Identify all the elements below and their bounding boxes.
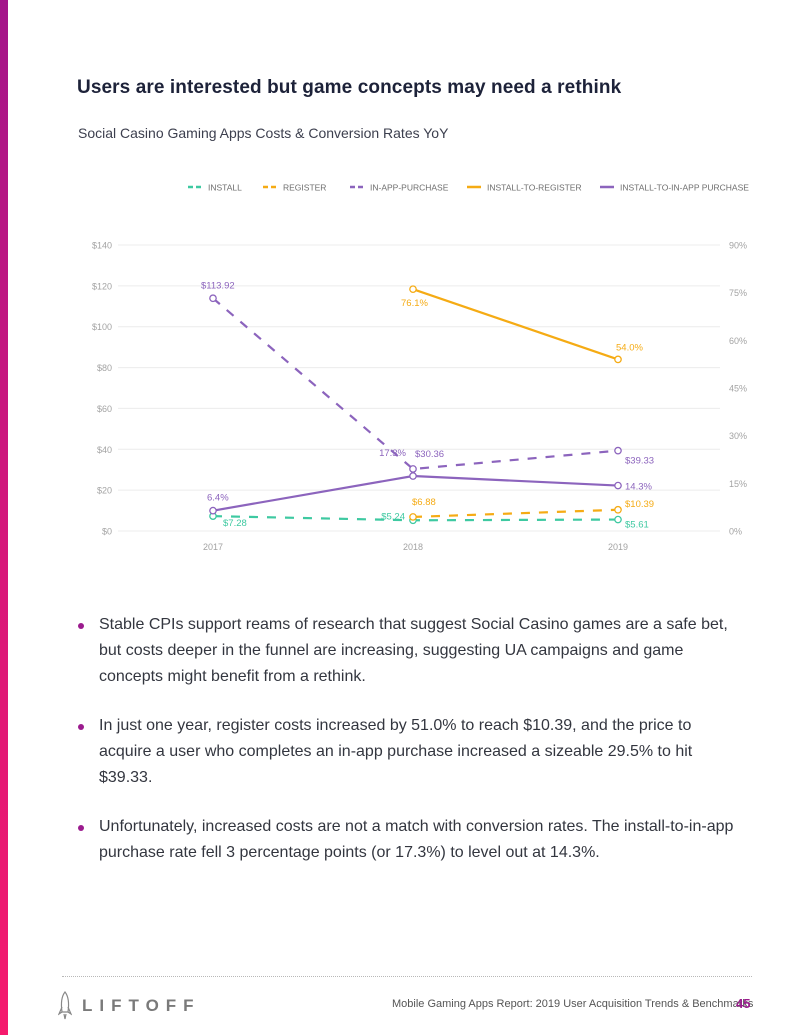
footer-divider bbox=[62, 976, 752, 977]
data-point-install-to-in-app-purchase bbox=[409, 472, 417, 480]
legend-label-register: REGISTER bbox=[283, 183, 326, 193]
data-label-install-to-in-app-purchase: 14.3% bbox=[625, 482, 652, 493]
data-point-install-to-register bbox=[409, 285, 417, 294]
data-label-install-to-in-app-purchase: 17.3% bbox=[379, 448, 406, 459]
bullet-item: In just one year, register costs increas… bbox=[78, 713, 738, 791]
side-accent-bar bbox=[0, 0, 8, 1035]
y-left-tick-label: $100 bbox=[92, 322, 112, 332]
y-left-tick-label: $40 bbox=[97, 445, 112, 455]
y-left-tick-label: $120 bbox=[92, 281, 112, 291]
data-point-in-app-purchase bbox=[614, 446, 622, 455]
y-right-tick-label: 60% bbox=[729, 336, 747, 346]
y-right-tick-label: 15% bbox=[729, 479, 747, 489]
data-label-install-to-register: 54.0% bbox=[616, 342, 643, 353]
series-line-install-to-register bbox=[412, 288, 619, 361]
footer-caption: Mobile Gaming Apps Report: 2019 User Acq… bbox=[392, 998, 754, 1010]
bullet-dot-icon bbox=[78, 825, 84, 831]
data-point-register bbox=[614, 505, 622, 514]
bullet-list: Stable CPIs support reams of research th… bbox=[78, 612, 738, 889]
series-line-in-app-purchase bbox=[212, 297, 619, 471]
bullet-dot-icon bbox=[78, 724, 84, 730]
bullet-text: Unfortunately, increased costs are not a… bbox=[99, 818, 734, 861]
y-left-tick-label: $0 bbox=[102, 527, 112, 537]
y-left-tick-label: $140 bbox=[92, 241, 112, 251]
data-point-install-to-in-app-purchase bbox=[614, 481, 622, 490]
chart-subtitle: Social Casino Gaming Apps Costs & Conver… bbox=[78, 125, 449, 141]
data-label-install-to-in-app-purchase: 6.4% bbox=[207, 493, 229, 504]
bullet-item: Unfortunately, increased costs are not a… bbox=[78, 814, 738, 866]
x-tick-label: 2018 bbox=[403, 542, 423, 552]
x-tick-label: 2017 bbox=[203, 542, 223, 552]
bullet-text: Stable CPIs support reams of research th… bbox=[99, 616, 728, 685]
data-point-install-to-register bbox=[614, 355, 622, 364]
legend-label-install-to-register: INSTALL-TO-REGISTER bbox=[487, 183, 582, 193]
legend-label-in-app-purchase: IN-APP-PURCHASE bbox=[370, 183, 449, 193]
data-label-in-app-purchase: $113.92 bbox=[201, 280, 235, 291]
line-chart: $0 $20 $40 $60 $80 $100 $120 $140 0% 15% 30% 45% 60%… bbox=[92, 183, 749, 553]
y-right-tick-label: 45% bbox=[729, 384, 747, 394]
y-left-tick-label: $20 bbox=[97, 486, 112, 496]
data-label-register: $10.39 bbox=[625, 499, 654, 510]
liftoff-logo: LIFTOFF bbox=[58, 990, 201, 1022]
page-number: 45 bbox=[736, 996, 751, 1011]
data-label-install: $7.28 bbox=[223, 518, 247, 529]
data-label-in-app-purchase: $39.33 bbox=[625, 456, 654, 467]
y-right-tick-label: 75% bbox=[729, 288, 747, 298]
y-left-tick-label: $80 bbox=[97, 363, 112, 373]
data-label-install: $5.61 bbox=[625, 520, 649, 531]
page-title: Users are interested but game concepts m… bbox=[77, 77, 622, 98]
data-point-in-app-purchase bbox=[209, 294, 217, 303]
y-right-tick-label: 90% bbox=[729, 241, 747, 251]
x-tick-label: 2019 bbox=[608, 542, 628, 552]
data-label-register: $6.88 bbox=[412, 497, 436, 508]
bullet-text: In just one year, register costs increas… bbox=[99, 717, 693, 786]
y-right-tick-label: 30% bbox=[729, 431, 747, 441]
data-point-register bbox=[409, 513, 417, 521]
bullet-dot-icon bbox=[78, 623, 84, 629]
series-line-register bbox=[412, 508, 619, 519]
data-point-install bbox=[614, 515, 622, 524]
rocket-icon bbox=[58, 991, 72, 1020]
y-right-tick-label: 0% bbox=[729, 527, 742, 537]
logo-text: LIFTOFF bbox=[82, 996, 201, 1015]
data-label-install: $5.24 bbox=[381, 511, 405, 522]
data-point-in-app-purchase bbox=[409, 465, 417, 473]
data-label-in-app-purchase: $30.36 bbox=[415, 449, 444, 460]
legend-label-install-to-in-app-purchase: INSTALL-TO-IN-APP PURCHASE bbox=[620, 183, 749, 193]
bullet-item: Stable CPIs support reams of research th… bbox=[78, 612, 738, 690]
data-label-install-to-register: 76.1% bbox=[401, 298, 428, 309]
data-point-install-to-in-app-purchase bbox=[209, 506, 217, 515]
y-left-tick-label: $60 bbox=[97, 404, 112, 414]
legend-label-install: INSTALL bbox=[208, 183, 242, 193]
